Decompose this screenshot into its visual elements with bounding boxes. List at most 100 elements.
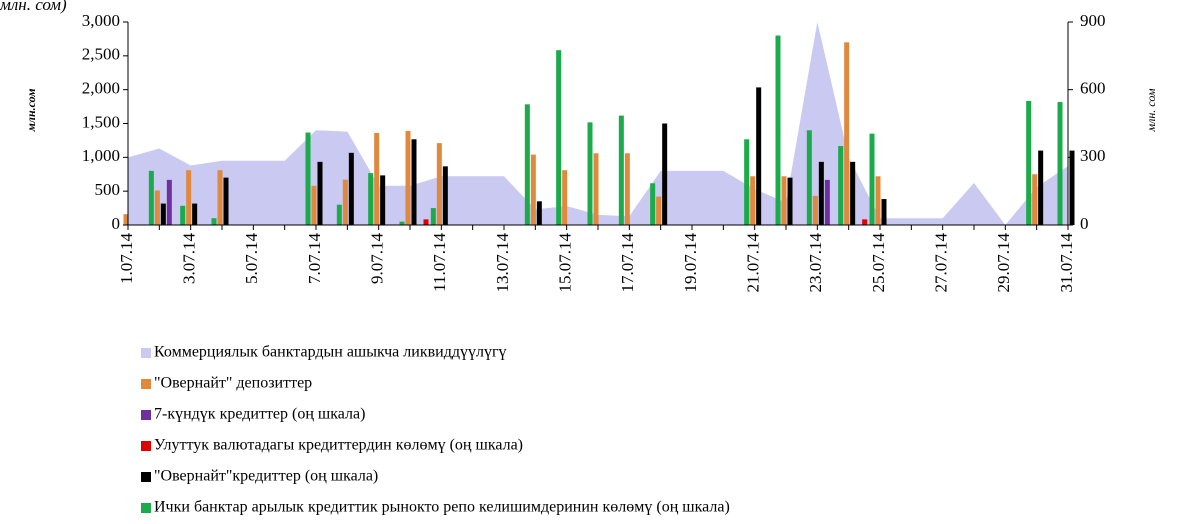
bar [217, 170, 223, 225]
bar [166, 179, 172, 225]
bar [869, 133, 875, 225]
x-tick-label: 21.07.14 [744, 233, 763, 293]
bar [1057, 102, 1063, 225]
y-axis-label: млн.сом [24, 89, 38, 133]
bar [618, 115, 624, 225]
x-tick-label: 19.07.14 [681, 233, 700, 293]
bar [342, 179, 348, 225]
bar [154, 190, 160, 225]
bar [442, 166, 448, 225]
bar [374, 132, 380, 225]
bar [1069, 150, 1075, 225]
x-tick-label: 9.07.14 [368, 233, 387, 285]
bar [775, 35, 781, 226]
bar [211, 218, 217, 225]
bar [430, 208, 436, 225]
y2-tick-label: 900 [1080, 11, 1106, 30]
x-tick-label: 5.07.14 [242, 232, 261, 284]
bar [744, 139, 750, 225]
bar [368, 173, 374, 225]
y-tick-label: 500 [95, 180, 121, 199]
bar [524, 104, 530, 225]
bar [656, 196, 662, 225]
x-tick-label: 23.07.14 [806, 233, 825, 293]
bar [1026, 100, 1032, 225]
bar [662, 123, 668, 225]
bar [192, 203, 198, 225]
y-tick-label: 1,500 [82, 112, 120, 131]
bar [411, 139, 417, 225]
bar [862, 219, 868, 225]
bar [818, 161, 824, 225]
legend-swatch [141, 441, 151, 451]
x-tick-label: 31.07.14 [1057, 233, 1076, 293]
bar [148, 170, 154, 225]
y2-axis-label: млн. сом [1144, 88, 1158, 132]
area [128, 22, 1068, 225]
bar [824, 179, 830, 225]
bar [756, 87, 762, 226]
x-tick-label: 11.07.14 [430, 233, 449, 292]
legend-swatch [141, 348, 151, 358]
bar [593, 153, 599, 225]
y-tick-label: 2,000 [82, 79, 120, 98]
bar [1032, 174, 1038, 225]
y2-tick-label: 600 [1080, 79, 1106, 98]
bar [624, 153, 630, 225]
y2-tick-label: 0 [1080, 214, 1089, 233]
x-tick-label: 13.07.14 [493, 233, 512, 293]
bar [750, 176, 756, 225]
x-tick-label: 17.07.14 [618, 233, 637, 293]
bar [556, 50, 562, 225]
bar [405, 130, 411, 225]
bar [806, 130, 812, 225]
bar [317, 161, 323, 225]
bar [787, 177, 793, 225]
y2-tick-label: 300 [1080, 146, 1106, 165]
y-tick-label: 2,500 [82, 45, 120, 64]
bar [336, 204, 342, 225]
y-tick-label: 0 [112, 214, 121, 233]
bar [223, 177, 229, 225]
annotation: млн. сом) [0, 0, 67, 14]
bar [436, 143, 442, 225]
x-tick-label: 27.07.14 [932, 233, 951, 293]
bar [850, 161, 856, 225]
bar [1038, 150, 1044, 225]
x-tick-label: 7.07.14 [305, 233, 324, 285]
bar [160, 203, 166, 225]
bar [380, 175, 386, 225]
bar [348, 152, 354, 225]
y-tick-label: 1,000 [82, 146, 120, 165]
legend-swatch [141, 472, 151, 482]
bar [536, 201, 542, 225]
x-tick-label: 3.07.14 [180, 233, 199, 285]
legend-label: Коммерциялык банктардын ашыкча ликвиддүү… [154, 344, 507, 361]
legend-label: Улуттук валютадагы кредиттердин көлөмү (… [154, 437, 523, 454]
x-tick-label: 29.07.14 [994, 232, 1013, 292]
bar [423, 219, 429, 225]
legend-label: "Овернайт" депозиттер [154, 375, 312, 392]
legend-label: "Овернайт"кредиттер (оң шкала) [154, 468, 378, 485]
legend-swatch [141, 410, 151, 420]
bar [650, 183, 656, 225]
bar [180, 205, 186, 225]
bar [587, 122, 593, 225]
bar [781, 176, 787, 225]
legend-label: Ички банктар арылык кредиттик рынокто ре… [154, 499, 730, 516]
legend-swatch [141, 379, 151, 389]
bar [311, 185, 317, 225]
bar [844, 42, 850, 225]
bar [875, 176, 881, 225]
bar [838, 146, 844, 225]
bar [812, 195, 818, 225]
x-tick-label: 25.07.14 [869, 233, 888, 293]
bar [123, 214, 129, 225]
bar [186, 170, 192, 225]
bar [562, 170, 568, 225]
bar [305, 132, 311, 225]
bar [881, 199, 887, 225]
bar [530, 154, 536, 225]
bar [399, 221, 405, 225]
